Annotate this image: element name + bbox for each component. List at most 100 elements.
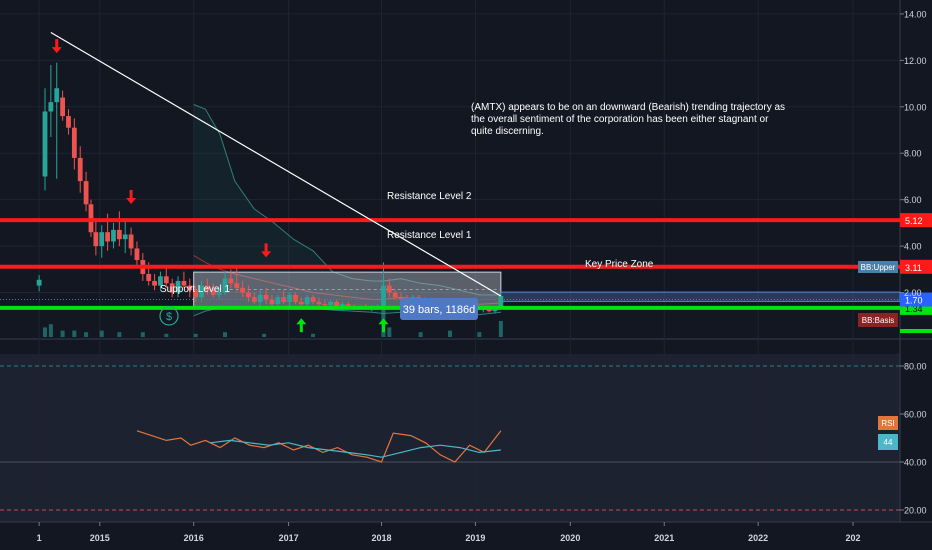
resistance-level-2-label: Resistance Level 2	[387, 191, 472, 202]
level-price-tag-0	[900, 213, 932, 228]
candle-body	[60, 97, 66, 117]
candle-body	[71, 127, 77, 158]
volume-bar	[387, 327, 392, 337]
resistance-level-1-label: Resistance Level 1	[387, 230, 472, 241]
arrow-down-icon	[51, 39, 62, 54]
x-tick-label: 2019	[465, 533, 485, 543]
arrow-down-icon	[126, 190, 137, 205]
range-callout-box	[400, 298, 478, 320]
volume-bar	[498, 321, 503, 337]
rsi-y-tick-label: 20.00	[904, 506, 927, 516]
rsi-y-tick-label: 40.00	[904, 458, 927, 468]
candle-body	[99, 232, 105, 247]
candle-body	[398, 297, 404, 300]
arrow-up-icon	[296, 318, 307, 333]
secondary-tag: 44	[878, 434, 898, 450]
candle-body	[334, 301, 339, 307]
rsi-pane	[0, 365, 900, 511]
volume-bar	[99, 330, 104, 337]
candle-body	[498, 296, 504, 309]
key-price-zone-label: Key Price Zone	[585, 259, 654, 270]
y-tick-label: 10.00	[904, 102, 927, 112]
secondary-tag-box	[878, 434, 898, 450]
arrow-down-icon	[261, 243, 272, 258]
bb-upper-line	[193, 104, 501, 296]
candle-body	[234, 283, 240, 288]
candle-body	[386, 285, 392, 293]
bb-basis-tag: BB:Basis	[858, 313, 898, 327]
candle-body	[281, 297, 287, 302]
x-tick-label: 2022	[748, 533, 768, 543]
annotation-line-1: (AMTX) appears to be on an downward (Bea…	[471, 102, 785, 113]
candle-body	[246, 292, 251, 298]
candle-body	[287, 294, 292, 302]
candle-body	[492, 309, 498, 312]
candle-body	[169, 283, 175, 293]
currency-badge-circle	[159, 306, 179, 326]
y-tick-label: 2.00	[904, 288, 922, 298]
candle-body	[216, 292, 222, 295]
volume-bar	[311, 333, 316, 337]
candle-body	[240, 287, 246, 293]
candle-body	[228, 278, 234, 284]
candle-body	[134, 248, 140, 261]
y-tick-label: 6.00	[904, 195, 922, 205]
current-price-tag	[900, 292, 932, 307]
candle-body	[251, 297, 257, 302]
volume-bar	[448, 330, 452, 337]
candle-body	[392, 292, 398, 298]
candle-body	[111, 229, 116, 242]
volume-bar	[262, 333, 267, 337]
candle-body	[381, 285, 386, 307]
volume-bar	[223, 332, 227, 337]
volume-bar	[43, 327, 47, 337]
bb-basis-tag-text: BB:Basis	[862, 316, 894, 325]
y-tick-label: 14.00	[904, 9, 927, 19]
candle-body	[269, 299, 275, 305]
x-tick-label: 202	[846, 533, 861, 543]
candle-body	[316, 301, 322, 305]
candle-body	[42, 111, 48, 177]
candle-body	[36, 279, 42, 286]
x-tick-label: 2018	[372, 533, 392, 543]
volume-bar	[164, 333, 169, 337]
volume-bar	[84, 332, 89, 337]
x-tick-label: 2020	[560, 533, 580, 543]
x-tick-label: 2016	[184, 533, 204, 543]
currency-badge[interactable]: $	[159, 306, 179, 326]
x-tick-label: 2021	[654, 533, 674, 543]
candle-body	[193, 290, 199, 298]
candle-body	[328, 301, 334, 306]
range-callout-text: 39 bars, 1186d	[403, 304, 476, 316]
current-price-label: 1.70	[905, 296, 923, 306]
y-tick-label: 12.00	[904, 56, 927, 66]
candle-body	[122, 234, 128, 240]
candle-body	[257, 294, 263, 302]
candle-body	[486, 308, 492, 312]
rsi-y-tick-label: 60.00	[904, 410, 927, 420]
x-tick-label: 1	[37, 533, 42, 543]
candle-body	[158, 276, 163, 286]
rsi-y-tick-label: 80.00	[904, 362, 927, 372]
annotation-line-2: the overall sentiment of the corporation…	[471, 114, 769, 125]
rsi-series-line-1	[210, 439, 501, 458]
y-tick-label: 4.00	[904, 242, 922, 252]
trendline-group[interactable]	[50, 31, 502, 297]
level-price-label-2: 1.34	[905, 304, 923, 314]
level-price-label-0: 5.12	[905, 216, 923, 226]
axes: 14.00 12.00 10.00 8.00 6.00 4.00 2.00 80.00 60.0…	[37, 9, 927, 543]
candle-body	[275, 297, 281, 305]
volume-bar	[117, 332, 122, 337]
x-tick-label: 2015	[90, 533, 110, 543]
candle-body	[199, 285, 204, 298]
candle-body	[152, 280, 157, 286]
range-callout: 39 bars, 1186d	[400, 298, 478, 320]
candle-body	[175, 280, 181, 293]
arrow-up-icon	[378, 318, 389, 333]
bb-fill	[193, 104, 501, 316]
signal-arrows	[51, 39, 389, 333]
trendline[interactable]	[50, 31, 502, 297]
bb-basis-tag-box	[858, 313, 898, 327]
candle-body	[210, 290, 216, 295]
